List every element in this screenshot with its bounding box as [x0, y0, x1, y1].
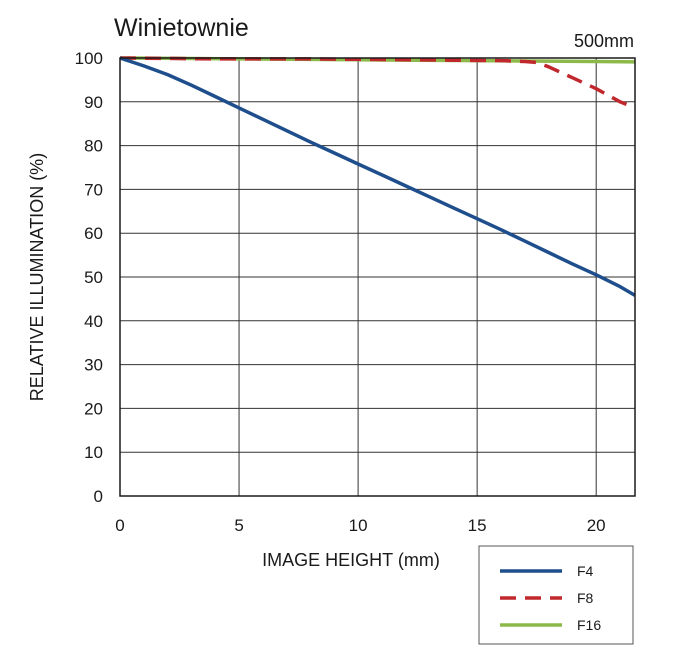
- chart-title: Winietownie: [114, 14, 249, 42]
- legend-box: [478, 545, 634, 645]
- x-tick-label-5: 5: [234, 516, 243, 535]
- legend-label-f4: F4: [577, 563, 594, 579]
- y-tick-label-100: 100: [75, 49, 103, 68]
- legend: F4 F8 F16: [478, 545, 634, 645]
- x-tick-label-10: 10: [349, 516, 368, 535]
- y-axis-label: RELATIVE ILLUMINATION (%): [27, 153, 47, 401]
- chart-subtitle: 500mm: [574, 31, 634, 51]
- y-tick-label-20: 20: [84, 399, 103, 418]
- x-axis-ticks: 0 5 10 15 20: [115, 516, 605, 535]
- y-axis-ticks: 0 10 20 30 40 50 60 70 80 90 100: [75, 49, 103, 506]
- y-tick-label-60: 60: [84, 224, 103, 243]
- legend-label-f16: F16: [577, 617, 601, 633]
- x-tick-label-20: 20: [587, 516, 606, 535]
- x-tick-label-15: 15: [468, 516, 487, 535]
- y-tick-label-80: 80: [84, 137, 103, 156]
- series-line-f8: [119, 56, 636, 110]
- y-tick-label-90: 90: [84, 93, 103, 112]
- legend-label-f8: F8: [577, 590, 594, 606]
- y-tick-label-70: 70: [84, 180, 103, 199]
- x-tick-label-0: 0: [115, 516, 124, 535]
- y-tick-label-30: 30: [84, 356, 103, 375]
- grid: [120, 58, 635, 496]
- x-axis-label: IMAGE HEIGHT (mm): [262, 550, 440, 570]
- y-tick-label-10: 10: [84, 443, 103, 462]
- y-tick-label-0: 0: [94, 487, 103, 506]
- plot-frame: [119, 57, 636, 497]
- y-tick-label-40: 40: [84, 312, 103, 331]
- y-tick-label-50: 50: [84, 268, 103, 287]
- series-line-f4: [119, 56, 636, 297]
- series-lines: [119, 56, 636, 297]
